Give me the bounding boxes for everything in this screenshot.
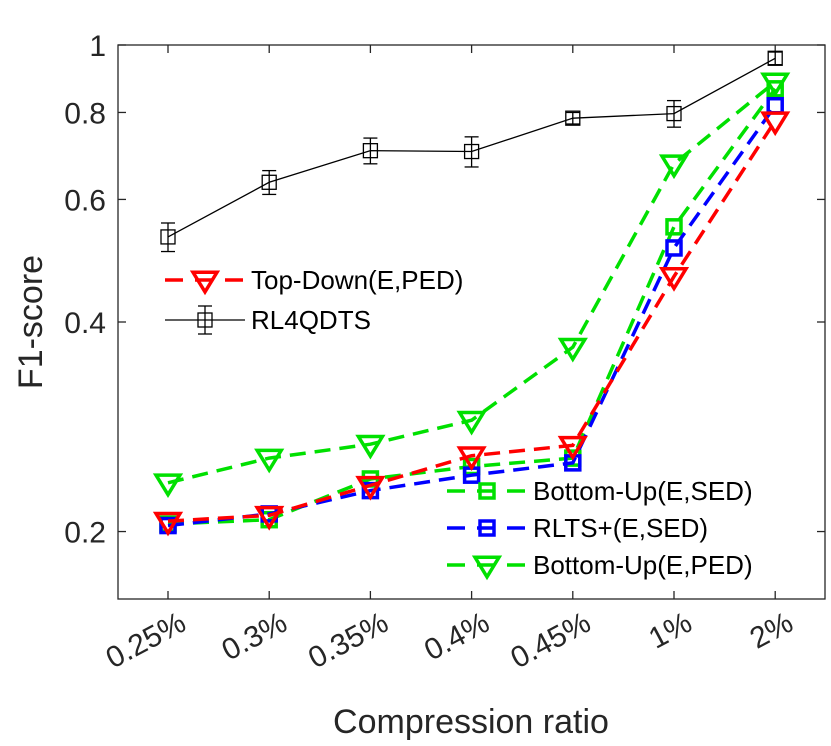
data-point <box>463 143 480 160</box>
data-point <box>456 410 487 436</box>
data-point <box>665 218 683 236</box>
y-tick-label: 0.4 <box>64 307 106 340</box>
legend-entry: Top-Down(E,PED) <box>165 265 463 296</box>
legend-entry: RL4QDTS <box>165 305 371 335</box>
legend-entry: RLTS+(E,SED) <box>447 513 708 543</box>
data-point <box>760 72 791 98</box>
data-point <box>557 435 588 461</box>
data-point <box>760 111 791 137</box>
x-tick-label: 0.25% <box>101 606 192 675</box>
data-point <box>565 110 581 126</box>
series-rl4qdts <box>160 50 783 253</box>
legend-bottom: Bottom-Up(E,SED) RLTS+(E,SED) Bottom-Up(E,… <box>447 476 753 581</box>
data-point <box>456 446 487 471</box>
data-point <box>189 270 221 296</box>
legend-entry: Bottom-Up(E,SED) <box>447 476 753 506</box>
data-point <box>658 267 690 292</box>
x-axis-title: Compression ratio <box>333 703 609 741</box>
data-point <box>478 519 496 537</box>
x-tick-label: 0.45% <box>505 606 596 675</box>
legend-label: RLTS+(E,SED) <box>533 513 708 543</box>
y-axis-title: F1-score <box>12 255 50 389</box>
data-point <box>197 312 213 328</box>
legend-label: Bottom-Up(E,PED) <box>533 550 753 580</box>
data-point <box>478 482 496 500</box>
x-tick-label: 2% <box>745 606 799 655</box>
series-line <box>167 119 777 523</box>
data-point <box>471 555 503 581</box>
legend-entry: Bottom-Up(E,PED) <box>447 550 753 581</box>
legend-label: RL4QDTS <box>251 305 371 335</box>
data-point <box>355 434 386 460</box>
data-point <box>362 143 379 159</box>
legend-label: Top-Down(E,PED) <box>251 265 463 295</box>
series-bottom-up-e-ped <box>152 72 791 499</box>
y-tick-label: 1 <box>89 30 106 63</box>
legend-label: Bottom-Up(E,SED) <box>533 476 753 506</box>
legend-top: Top-Down(E,PED) RL4QDTS <box>165 265 463 335</box>
data-point <box>767 50 783 66</box>
y-tick-label: 0.6 <box>64 184 106 217</box>
data-point <box>666 105 682 122</box>
x-tick-label: 0.4% <box>419 606 495 667</box>
data-point <box>254 448 285 474</box>
y-tick-label: 0.2 <box>64 517 106 550</box>
data-point <box>152 511 184 537</box>
series-line <box>167 80 777 485</box>
data-point <box>665 239 683 257</box>
data-point <box>152 473 184 499</box>
x-tick-label: 0.3% <box>217 606 293 667</box>
x-tick-label: 0.35% <box>303 606 394 675</box>
data-point <box>160 229 176 245</box>
data-point <box>254 505 285 531</box>
data-point <box>355 475 386 501</box>
data-point <box>261 174 277 190</box>
y-tick-label: 0.8 <box>64 97 106 130</box>
data-point <box>658 154 690 180</box>
series-top-down-e-ped <box>152 111 791 537</box>
data-point <box>557 337 588 363</box>
x-tick-label: 1% <box>644 606 698 655</box>
